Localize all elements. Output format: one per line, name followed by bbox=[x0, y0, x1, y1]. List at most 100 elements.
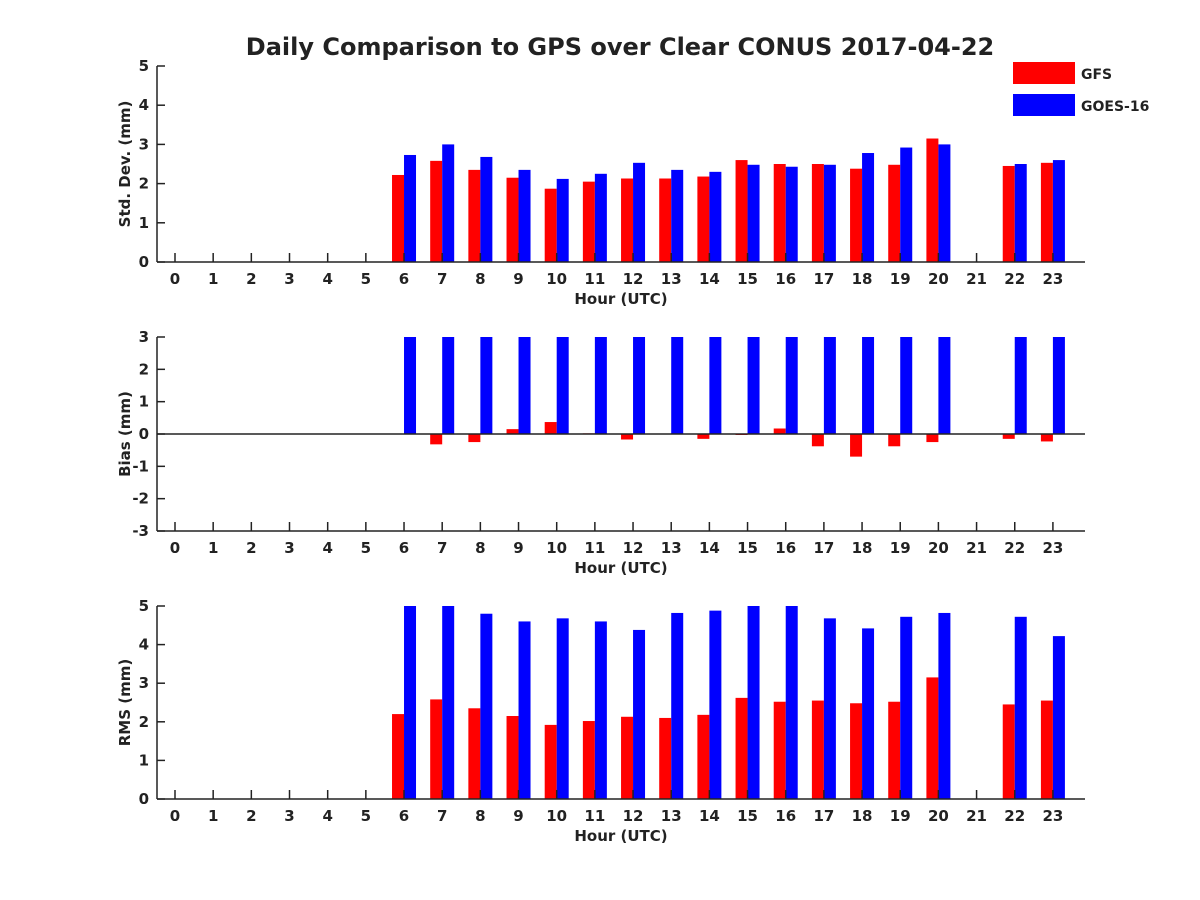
y-tick-label: -3 bbox=[132, 522, 149, 540]
bar-gfs-hour-17 bbox=[811, 164, 824, 262]
bar-gfs-hour-9 bbox=[506, 716, 519, 799]
bar-goes-16-hour-13 bbox=[671, 337, 684, 434]
bar-gfs-hour-10 bbox=[544, 188, 557, 262]
bar-goes-16-hour-22 bbox=[1014, 164, 1027, 262]
bar-gfs-hour-16 bbox=[773, 428, 786, 434]
bar-goes-16-hour-17 bbox=[823, 618, 836, 799]
x-tick-label: 2 bbox=[246, 807, 256, 825]
bar-gfs-hour-15 bbox=[735, 160, 748, 262]
bar-goes-16-hour-6 bbox=[404, 337, 417, 434]
legend-swatch-goes-16 bbox=[1013, 94, 1075, 116]
y-tick-label: 1 bbox=[139, 751, 149, 769]
bar-gfs-hour-12 bbox=[621, 716, 634, 799]
y-tick-label: 3 bbox=[139, 674, 149, 692]
x-tick-label: 9 bbox=[513, 539, 523, 557]
x-tick-label: 14 bbox=[699, 539, 720, 557]
bar-goes-16-hour-8 bbox=[480, 337, 493, 434]
x-tick-label: 0 bbox=[170, 270, 180, 288]
bar-goes-16-hour-12 bbox=[633, 629, 646, 799]
bar-goes-16-hour-6 bbox=[404, 606, 417, 799]
bar-gfs-hour-16 bbox=[773, 701, 786, 799]
x-tick-label: 12 bbox=[623, 807, 644, 825]
x-tick-label: 17 bbox=[813, 539, 834, 557]
x-tick-label: 7 bbox=[437, 539, 447, 557]
x-tick-label: 5 bbox=[361, 270, 371, 288]
x-tick-label: 22 bbox=[1004, 807, 1025, 825]
x-tick-label: 18 bbox=[852, 270, 873, 288]
bar-goes-16-hour-9 bbox=[518, 337, 531, 434]
x-axis-label: Hour (UTC) bbox=[574, 559, 667, 577]
bar-gfs-hour-23 bbox=[1040, 700, 1053, 799]
bar-gfs-hour-20 bbox=[926, 434, 939, 443]
bar-goes-16-hour-16 bbox=[785, 337, 798, 434]
bar-gfs-hour-15 bbox=[735, 697, 748, 799]
bar-gfs-hour-6 bbox=[392, 714, 405, 799]
bar-gfs-hour-9 bbox=[506, 429, 519, 434]
x-tick-label: 21 bbox=[966, 807, 987, 825]
x-tick-label: 22 bbox=[1004, 270, 1025, 288]
bar-goes-16-hour-6 bbox=[404, 154, 417, 262]
bar-goes-16-hour-23 bbox=[1052, 337, 1065, 434]
bar-gfs-hour-13 bbox=[659, 178, 672, 262]
x-tick-label: 6 bbox=[399, 807, 409, 825]
x-tick-label: 3 bbox=[284, 539, 294, 557]
bar-gfs-hour-6 bbox=[392, 174, 405, 262]
bar-goes-16-hour-10 bbox=[556, 178, 569, 262]
bar-gfs-hour-17 bbox=[811, 700, 824, 799]
x-tick-label: 22 bbox=[1004, 539, 1025, 557]
bar-goes-16-hour-17 bbox=[823, 164, 836, 262]
x-tick-label: 9 bbox=[513, 270, 523, 288]
x-tick-label: 16 bbox=[775, 539, 796, 557]
x-tick-label: 5 bbox=[361, 539, 371, 557]
bar-goes-16-hour-19 bbox=[900, 616, 913, 799]
bar-goes-16-hour-12 bbox=[633, 162, 646, 262]
legend: GFS GOES-16 bbox=[1013, 62, 1149, 116]
y-tick-label: 1 bbox=[139, 393, 149, 411]
bar-goes-16-hour-13 bbox=[671, 169, 684, 262]
bar-gfs-hour-23 bbox=[1040, 434, 1053, 442]
y-tick-label: 3 bbox=[139, 135, 149, 153]
x-tick-label: 14 bbox=[699, 807, 720, 825]
bar-gfs-hour-19 bbox=[888, 434, 901, 447]
bar-gfs-hour-20 bbox=[926, 138, 939, 262]
bar-gfs-hour-12 bbox=[621, 434, 634, 440]
x-tick-label: 1 bbox=[208, 539, 218, 557]
bar-goes-16-hour-22 bbox=[1014, 337, 1027, 434]
x-tick-label: 23 bbox=[1042, 807, 1063, 825]
y-tick-label: 4 bbox=[139, 636, 149, 654]
bar-gfs-hour-13 bbox=[659, 717, 672, 799]
x-tick-label: 9 bbox=[513, 807, 523, 825]
x-tick-label: 19 bbox=[890, 539, 911, 557]
bar-goes-16-hour-18 bbox=[862, 337, 875, 434]
y-tick-label: -1 bbox=[132, 457, 149, 475]
bar-gfs-hour-10 bbox=[544, 724, 557, 799]
legend-label-goes-16: GOES-16 bbox=[1081, 99, 1149, 115]
bar-gfs-hour-19 bbox=[888, 701, 901, 799]
bar-goes-16-hour-14 bbox=[709, 337, 722, 434]
x-tick-label: 16 bbox=[775, 807, 796, 825]
x-tick-label: 19 bbox=[890, 270, 911, 288]
bar-goes-16-hour-10 bbox=[556, 618, 569, 799]
x-tick-label: 20 bbox=[928, 270, 949, 288]
x-tick-label: 7 bbox=[437, 270, 447, 288]
bar-goes-16-hour-14 bbox=[709, 171, 722, 262]
bar-goes-16-hour-18 bbox=[862, 628, 875, 799]
y-axis-label: Bias (mm) bbox=[116, 391, 134, 477]
x-tick-label: 17 bbox=[813, 270, 834, 288]
bar-goes-16-hour-20 bbox=[938, 144, 951, 262]
bar-gfs-hour-14 bbox=[697, 176, 710, 262]
x-tick-label: 3 bbox=[284, 807, 294, 825]
x-tick-label: 1 bbox=[208, 807, 218, 825]
bar-goes-16-hour-16 bbox=[785, 606, 798, 799]
x-tick-label: 2 bbox=[246, 539, 256, 557]
bar-gfs-hour-8 bbox=[468, 708, 481, 799]
bar-gfs-hour-14 bbox=[697, 714, 710, 799]
x-tick-label: 11 bbox=[584, 539, 605, 557]
x-tick-label: 21 bbox=[966, 539, 987, 557]
x-tick-label: 18 bbox=[852, 539, 873, 557]
bar-goes-16-hour-15 bbox=[747, 337, 760, 434]
bar-gfs-hour-14 bbox=[697, 434, 710, 439]
